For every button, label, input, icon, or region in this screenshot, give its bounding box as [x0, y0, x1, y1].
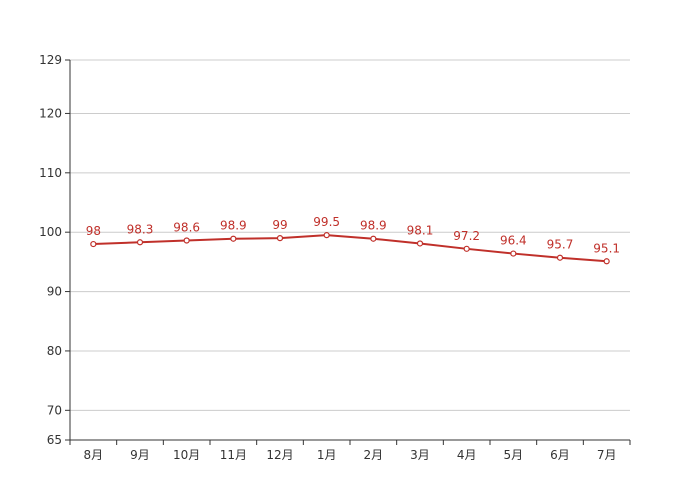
data-label: 98.9 — [360, 219, 387, 233]
y-tick-label: 90 — [47, 285, 62, 299]
x-tick-label: 2月 — [364, 448, 384, 462]
series-line-group — [93, 234, 607, 263]
data-label: 99 — [272, 218, 287, 232]
y-tick-label: 129 — [39, 53, 62, 67]
data-label: 98.1 — [407, 223, 434, 237]
x-tick-label: 5月 — [504, 448, 524, 462]
data-point — [136, 239, 144, 246]
x-tick-label: 7月 — [597, 448, 617, 462]
data-point — [463, 245, 470, 252]
data-label: 98.9 — [220, 219, 247, 233]
x-tick-label: 12月 — [266, 448, 293, 462]
y-tick-label: 80 — [47, 344, 62, 358]
y-tick-label: 100 — [39, 225, 62, 239]
x-tick-label: 1月 — [317, 448, 337, 462]
data-label: 97.2 — [453, 229, 480, 243]
x-axis: 8月 9月 10月 11月 12月 1月 2月 3月 4月 5月 6月 7月 — [69, 439, 631, 462]
data-point — [276, 235, 284, 242]
data-label: 96.4 — [500, 234, 527, 248]
data-point — [370, 235, 377, 242]
data-point — [323, 232, 330, 239]
data-label: 95.1 — [593, 241, 620, 255]
data-point — [556, 254, 564, 261]
data-labels: 98 98.3 98.6 98.9 99 99.5 98.9 98.1 97.2 96.4 95.7… — [86, 215, 620, 255]
x-tick-label: 4月 — [457, 448, 477, 462]
series-line — [93, 234, 607, 263]
y-tick-label: 70 — [47, 403, 62, 417]
data-point — [510, 250, 517, 257]
grid-lines — [70, 59, 630, 411]
y-tick-label: 110 — [39, 166, 62, 180]
data-label: 98.3 — [127, 222, 154, 236]
x-tick-label: 11月 — [220, 448, 247, 462]
data-points — [90, 232, 610, 265]
x-tick-label: 8月 — [84, 448, 104, 462]
data-label: 98 — [86, 224, 101, 238]
x-tick-label: 6月 — [550, 448, 570, 462]
data-point — [90, 240, 97, 248]
y-tick-label: 120 — [39, 106, 62, 120]
data-label: 95.7 — [547, 238, 574, 252]
data-point — [603, 258, 610, 265]
x-tick-label: 10月 — [173, 448, 200, 462]
y-axis: 65 70 80 90 100 110 120 129 — [39, 53, 71, 447]
x-tick-label: 3月 — [410, 448, 430, 462]
x-tick-label: 9月 — [130, 448, 150, 462]
data-point — [416, 240, 424, 247]
data-label: 99.5 — [313, 215, 340, 229]
data-label: 98.6 — [173, 221, 200, 235]
data-point — [183, 237, 190, 244]
y-tick-label: 65 — [47, 433, 62, 447]
data-point — [230, 235, 237, 242]
